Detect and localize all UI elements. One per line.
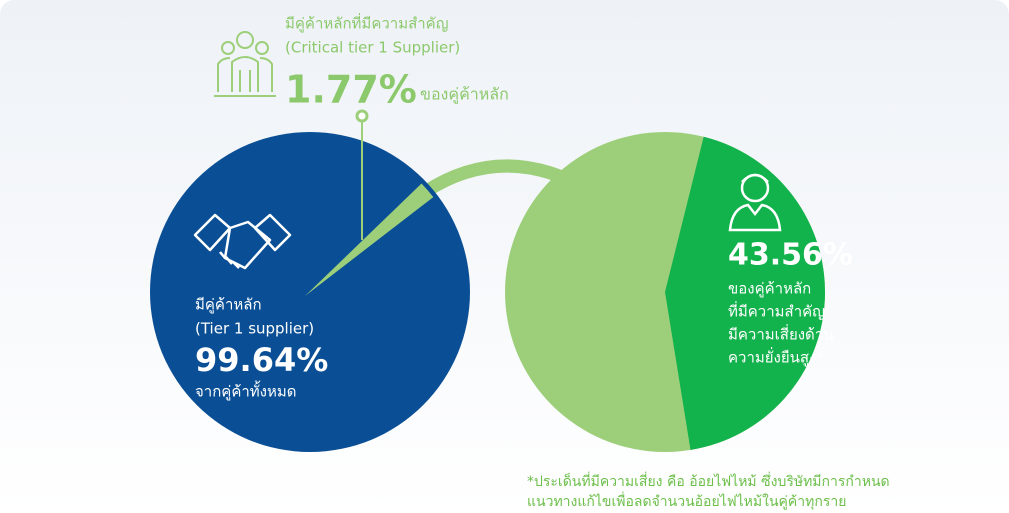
- risk-line: ของคู่ค้าหลัก: [728, 280, 811, 298]
- critical-suffix: ของคู่ค้าหลัก: [420, 85, 509, 105]
- pie-slice: [305, 183, 434, 296]
- critical-line2: (Critical tier 1 Supplier): [285, 39, 460, 57]
- tier1-value: 99.64%: [195, 341, 328, 379]
- footnote: *ประเด็นที่มีความเสี่ยง คือ อ้อยไฟไหม้ ซ…: [527, 472, 890, 490]
- pie-slice: [665, 136, 825, 450]
- tier1-line1: มีคู่ค้าหลัก: [195, 296, 262, 314]
- tier1-suffix: จากคู่ค้าทั้งหมด: [195, 381, 297, 401]
- person-icon: [728, 173, 782, 232]
- critical-line1: มีคู่ค้าหลักที่มีความสำคัญ: [285, 13, 448, 33]
- group-icon: [214, 31, 276, 97]
- handshake-icon: [193, 213, 292, 270]
- tier1-line2: (Tier 1 supplier): [195, 320, 314, 338]
- risk-line: ที่มีความสำคัญ: [728, 301, 825, 321]
- footnote: แนวทางแก้ไขเพื่อลดจำนวนอ้อยไฟไหม้ในคู่ค้…: [527, 492, 846, 510]
- risk-line: มีความเสี่ยงด้าน: [728, 324, 833, 344]
- pin-head: [355, 109, 369, 123]
- critical-value: 1.77%: [285, 68, 417, 112]
- risk-line: ความยั่งยืนสูง*: [728, 347, 824, 367]
- risk-value: 43.56%: [728, 238, 853, 273]
